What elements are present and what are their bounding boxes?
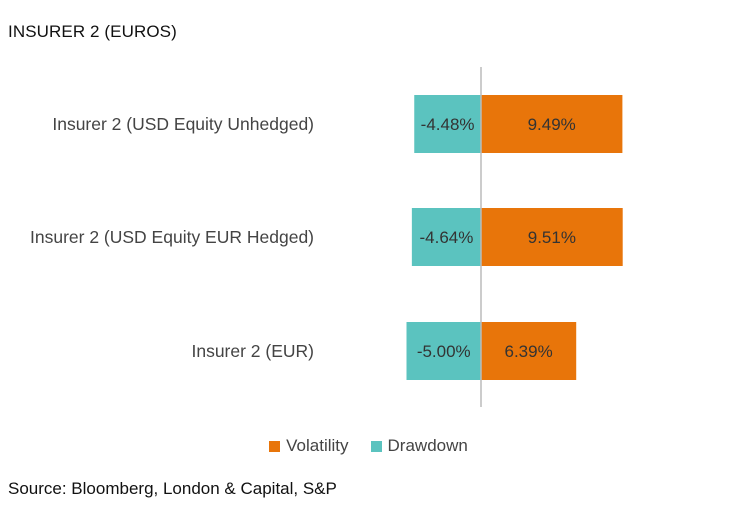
bar-volatility-unhedged (481, 95, 623, 153)
legend: Volatility Drawdown (0, 436, 737, 456)
category-label-unhedged: Insurer 2 (USD Equity Unhedged) (52, 114, 314, 134)
legend-swatch-volatility (269, 440, 281, 452)
category-label-eur-hedged: Insurer 2 (USD Equity EUR Hedged) (30, 227, 314, 247)
bar-drawdown-eur (406, 322, 481, 380)
legend-label-volatility: Volatility (286, 436, 349, 455)
data-label-drawdown-eur-hedged: -4.64% (419, 228, 473, 247)
data-label-drawdown-unhedged: -4.48% (421, 115, 475, 134)
bar-volatility-eur-hedged (481, 208, 623, 266)
bar-volatility-eur (481, 322, 577, 380)
category-label-eur: Insurer 2 (EUR) (191, 341, 314, 361)
source-note: Source: Bloomberg, London & Capital, S&P (8, 479, 337, 498)
data-label-drawdown-eur: -5.00% (417, 342, 471, 361)
bar-drawdown-eur-hedged (411, 208, 481, 266)
data-label-volatility-eur: 6.39% (505, 342, 553, 361)
legend-swatch-drawdown (370, 440, 382, 452)
data-label-volatility-unhedged: 9.49% (528, 115, 576, 134)
legend-label-drawdown: Drawdown (387, 436, 468, 455)
chart-title: INSURER 2 (EUROS) (8, 22, 177, 41)
bar-chart: Insurer 2 (USD Equity Unhedged) -4.48% 9.4… (30, 67, 623, 407)
bar-drawdown-unhedged (414, 95, 481, 153)
legend-item-volatility: Volatility (269, 436, 349, 456)
legend-item-drawdown: Drawdown (370, 436, 468, 456)
data-label-volatility-eur-hedged: 9.51% (528, 228, 576, 247)
